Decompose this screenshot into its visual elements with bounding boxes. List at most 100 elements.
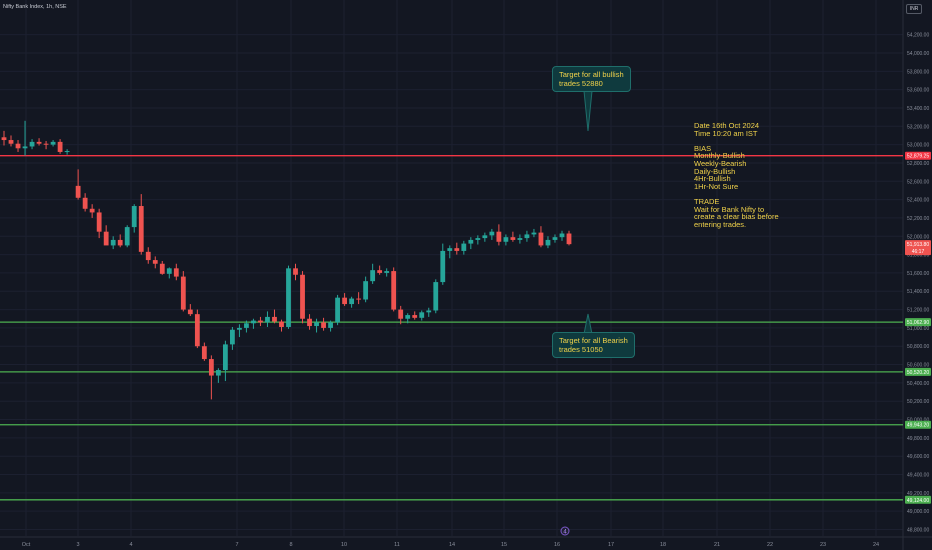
symbol-title[interactable]: Nifty Bank Index, 1h, NSE <box>3 4 67 10</box>
candle-body <box>110 239 116 246</box>
y-tick-label: 51,200.00 <box>907 308 929 314</box>
candle-body <box>22 146 28 149</box>
analysis-notes[interactable]: Date 16th Oct 2024 Time 10:20 am IST BIAS M… <box>694 122 779 228</box>
candle-body <box>50 141 56 145</box>
candle-body <box>405 315 411 319</box>
x-tick-label: 7 <box>235 542 238 548</box>
candle-body <box>335 297 340 323</box>
svg-text:4: 4 <box>563 530 567 536</box>
x-tick-label: 17 <box>608 542 614 548</box>
price-axis: 54,200.00 54,000.00 53,800.00 53,600.00 53,4… <box>907 33 929 534</box>
bullish-target-callout[interactable]: Target for all bullish trades 52880 <box>552 66 631 92</box>
y-tick-label: 49,000.00 <box>907 509 929 515</box>
y-tick-label: 49,800.00 <box>907 436 929 442</box>
last-price-badge <box>905 240 931 256</box>
candle-body <box>222 344 228 371</box>
candle-body <box>82 197 88 209</box>
candle-body <box>433 282 439 311</box>
note-line: Time 10:20 am IST <box>694 128 758 138</box>
candle-body <box>398 309 404 319</box>
candle-body <box>517 238 523 240</box>
candle-body <box>286 268 291 327</box>
candle-body <box>454 248 460 251</box>
candle-body <box>215 370 221 376</box>
candle-body <box>510 237 516 240</box>
level-price-badge <box>905 495 931 504</box>
candle-body <box>96 212 102 232</box>
bearish-target-callout[interactable]: Target for all Bearish trades 51050 <box>552 332 635 358</box>
callout-pointers <box>583 90 593 335</box>
candle-body <box>475 238 481 240</box>
candle-body <box>57 141 63 152</box>
bar-countdown-label: 46:17 <box>912 249 925 255</box>
x-tick-label: 11 <box>394 542 400 548</box>
currency-button[interactable]: INR <box>906 4 922 14</box>
candle-body <box>363 281 369 300</box>
candle-body <box>531 232 537 235</box>
y-tick-label: 50,800.00 <box>907 344 929 350</box>
candle-body <box>552 237 558 240</box>
candle-body <box>131 206 137 228</box>
bullish-callout-tail <box>583 90 593 132</box>
candle-body <box>307 318 312 327</box>
candle-body <box>314 322 319 327</box>
candle-body <box>258 320 263 323</box>
candle-body <box>152 260 158 264</box>
note-line: entering trades. <box>694 219 747 229</box>
level-price-badge <box>905 420 931 429</box>
candle-body <box>103 231 109 246</box>
y-tick-label: 50,600.00 <box>907 363 929 369</box>
candle-body <box>496 231 502 242</box>
note-line: Weekly-Bearish <box>694 158 747 168</box>
x-tick-label: Oct <box>22 542 31 548</box>
y-tick-label: 53,800.00 <box>907 69 929 75</box>
candle-body <box>426 310 432 313</box>
note-line: create a clear bias before <box>694 212 779 222</box>
y-tick-label: 51,800.00 <box>907 253 929 259</box>
candle-body <box>559 233 565 238</box>
x-tick-label: 22 <box>767 542 773 548</box>
x-tick-label: 16 <box>554 542 560 548</box>
candle-body <box>342 297 347 305</box>
horizontal-level-lines <box>0 155 903 501</box>
candle-body <box>230 329 235 345</box>
candle-body <box>328 322 333 328</box>
candle-body <box>145 251 151 261</box>
y-tick-label: 52,200.00 <box>907 216 929 222</box>
candle-body <box>566 233 572 245</box>
level-price-label: 49,124.00 <box>907 498 929 504</box>
x-tick-label: 8 <box>289 542 292 548</box>
candle-body <box>503 237 509 242</box>
level-price-label: 49,943.20 <box>907 423 929 429</box>
candle-body <box>447 248 453 251</box>
y-tick-label: 52,600.00 <box>907 179 929 185</box>
y-tick-label: 49,200.00 <box>907 491 929 497</box>
x-tick-label: 24 <box>873 542 879 548</box>
x-tick-label: 18 <box>660 542 666 548</box>
candle-body <box>412 315 418 318</box>
candle-body <box>482 235 488 239</box>
candle-body <box>349 298 355 305</box>
candle-body <box>187 309 193 315</box>
last-price-label: 51,913.80 <box>907 242 929 248</box>
x-tick-label: 3 <box>76 542 79 548</box>
candle-body <box>377 270 383 273</box>
level-price-badge <box>905 318 931 327</box>
candle-body <box>293 268 298 275</box>
y-tick-label: 50,200.00 <box>907 399 929 405</box>
y-tick-label: 53,000.00 <box>907 143 929 149</box>
candle-body <box>36 141 42 144</box>
x-tick-label: 15 <box>501 542 507 548</box>
candle-body <box>159 263 165 274</box>
event-marker-icon[interactable]: 4 <box>560 526 570 536</box>
level-price-label: 51,062.90 <box>907 320 929 326</box>
candle-body <box>194 314 200 347</box>
y-tick-label: 53,400.00 <box>907 106 929 112</box>
candle-body <box>538 232 544 246</box>
candle-body <box>29 141 35 147</box>
candle-body <box>384 271 390 273</box>
y-tick-label: 52,000.00 <box>907 234 929 240</box>
candle-body <box>138 206 144 252</box>
y-tick-label: 48,800.00 <box>907 528 929 534</box>
